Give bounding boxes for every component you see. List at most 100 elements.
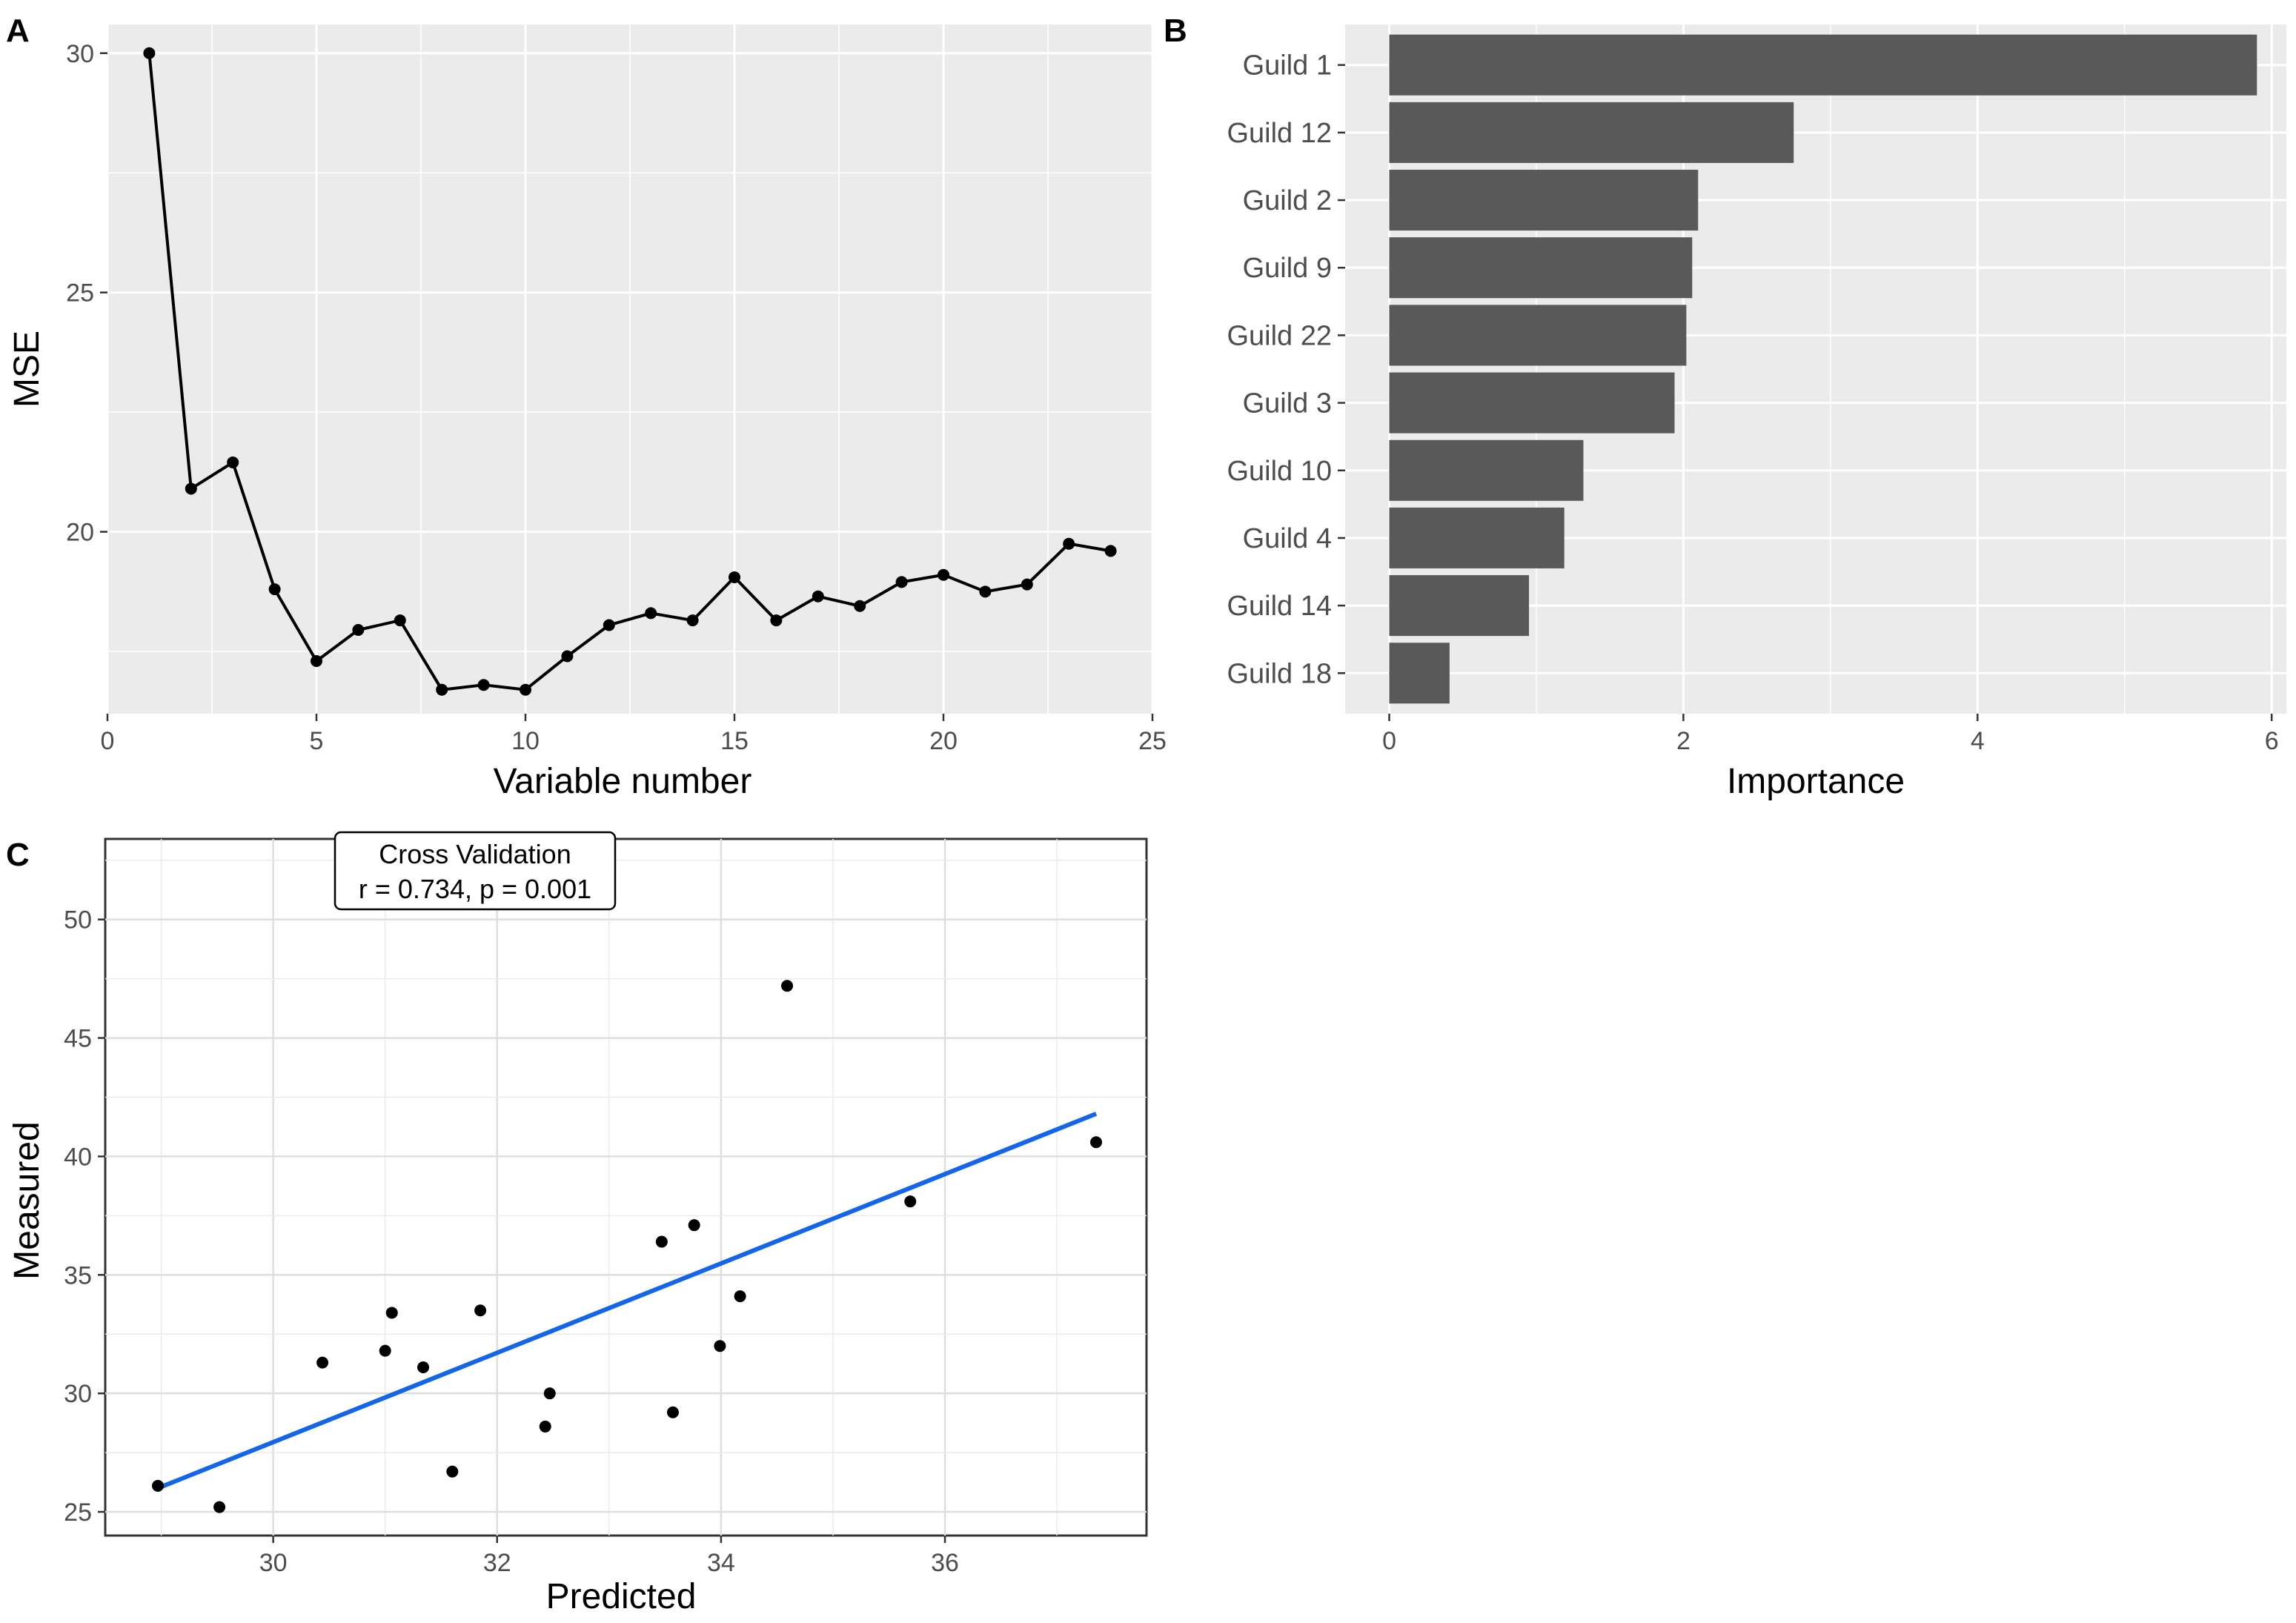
importance-bar xyxy=(1389,643,1450,704)
panel-letter-a: A xyxy=(6,13,30,49)
panel-b-category-label: Guild 22 xyxy=(1227,320,1332,351)
importance-bar xyxy=(1389,170,1699,231)
panel-b-category-label: Guild 12 xyxy=(1227,118,1332,149)
panel-a-xtick-label: 0 xyxy=(101,727,115,755)
panel-a-line-chart: 0 5 10 15 20 25 20 25 30 Variable number MSE xyxy=(7,24,1167,801)
panel-c-xlabel: Predicted xyxy=(546,1577,697,1616)
importance-bar xyxy=(1389,372,1675,434)
panel-a-ytick-label: 25 xyxy=(66,279,94,308)
panel-c-xtick-label: 36 xyxy=(931,1549,959,1577)
panel-c-ytick-label: 35 xyxy=(64,1261,92,1290)
scatter-point xyxy=(655,1235,668,1248)
importance-bar xyxy=(1389,237,1693,299)
panel-c-ytick-label: 30 xyxy=(64,1380,92,1408)
panel-a-xtick-label: 20 xyxy=(929,727,958,755)
panel-c-xtick-label: 32 xyxy=(483,1549,511,1577)
panel-b-bars xyxy=(1389,34,2257,704)
panel-letter-c: C xyxy=(6,837,30,873)
mse-line xyxy=(147,53,1111,691)
panel-c-xtick-label: 30 xyxy=(259,1549,288,1577)
mse-point xyxy=(895,576,908,588)
mse-point xyxy=(311,654,322,667)
panel-a-xtick-label: 15 xyxy=(720,727,749,755)
mse-point xyxy=(1021,578,1033,591)
scatter-point xyxy=(666,1406,679,1418)
mse-point xyxy=(268,583,281,596)
scatter-point xyxy=(474,1304,487,1317)
scatter-point xyxy=(781,980,794,992)
panel-a-xtick-label: 25 xyxy=(1138,727,1167,755)
mse-point xyxy=(1104,545,1117,557)
annotation-title: Cross Validation xyxy=(379,839,571,869)
panel-b-category-label: Guild 2 xyxy=(1243,185,1332,216)
panel-b-xtick-label: 0 xyxy=(1382,727,1396,755)
mse-point xyxy=(561,650,574,663)
panel-letter-b: B xyxy=(1164,13,1187,49)
scatter-point xyxy=(539,1420,551,1433)
scatter-point xyxy=(213,1501,226,1513)
mse-point xyxy=(603,619,615,631)
panel-c-ytick-label: 25 xyxy=(64,1498,92,1527)
mse-point xyxy=(143,47,156,59)
mse-point xyxy=(394,614,406,627)
panel-c-ylabel: Measured xyxy=(7,1121,47,1279)
annotation-stats: r = 0.734, p = 0.001 xyxy=(359,874,591,904)
scatter-point xyxy=(904,1195,917,1208)
importance-bar xyxy=(1389,439,1584,501)
panel-b-category-label: Guild 9 xyxy=(1243,253,1332,284)
panel-c-ticks: 30 32 34 36 25 30 35 40 45 50 xyxy=(64,906,959,1577)
panel-c-ytick-label: 45 xyxy=(64,1025,92,1053)
panel-c-ytick-label: 50 xyxy=(64,906,92,935)
mse-point xyxy=(520,683,531,696)
panel-b-category-label: Guild 14 xyxy=(1227,591,1332,622)
scatter-point xyxy=(417,1361,430,1373)
panel-b-category-label: Guild 10 xyxy=(1227,456,1332,487)
scatter-point xyxy=(446,1465,459,1478)
scatter-point xyxy=(1090,1136,1103,1149)
scatter-point xyxy=(714,1340,726,1352)
mse-point xyxy=(436,683,448,696)
mse-point xyxy=(352,623,365,636)
mse-point xyxy=(645,607,657,620)
panel-b-category-label: Guild 18 xyxy=(1227,658,1332,689)
panel-c-background xyxy=(104,837,1148,1537)
panel-c-ytick-label: 40 xyxy=(64,1143,92,1171)
mse-point xyxy=(770,614,783,627)
panel-b-xtick-label: 6 xyxy=(2265,727,2279,755)
panel-c-grid xyxy=(105,839,1147,1536)
panel-b-xlabel: Importance xyxy=(1727,762,1905,801)
mse-point xyxy=(477,679,490,691)
scatter-point xyxy=(543,1387,556,1400)
panel-a-grid xyxy=(106,24,1154,714)
mse-point xyxy=(1063,537,1075,550)
scatter-point xyxy=(316,1356,329,1369)
mse-point xyxy=(686,614,699,627)
panel-b-category-label: Guild 3 xyxy=(1243,388,1332,419)
mse-point xyxy=(979,585,992,598)
mse-point xyxy=(185,482,197,495)
panel-b-xtick-label: 4 xyxy=(1971,727,1985,755)
panel-b-ticks: 0 2 4 6 Guild 1 Guild 12 Guild 2 Guild 9 Guild 2… xyxy=(1227,50,2278,755)
annotation-box xyxy=(334,831,617,911)
scatter-point xyxy=(152,1479,165,1492)
importance-bar xyxy=(1389,575,1530,637)
scatter-point xyxy=(379,1344,391,1357)
panel-a-ytick-label: 20 xyxy=(66,519,94,547)
mse-point xyxy=(729,571,740,583)
mse-point xyxy=(227,456,239,468)
importance-bar xyxy=(1389,305,1687,366)
panel-a-ytick-label: 30 xyxy=(66,40,94,68)
importance-bar xyxy=(1389,34,2257,96)
mse-point xyxy=(854,600,866,612)
importance-bar xyxy=(1389,102,1794,163)
panel-c-annotation: Cross Validation r = 0.734, p = 0.001 xyxy=(334,831,617,911)
panel-a-ylabel: MSE xyxy=(7,331,47,408)
panel-b-category-label: Guild 1 xyxy=(1243,50,1332,82)
panel-c-series xyxy=(152,980,1103,1513)
importance-bar xyxy=(1389,507,1565,568)
panel-a-ticks: 0 5 10 15 20 25 20 25 30 xyxy=(66,40,1167,755)
panel-a-series xyxy=(143,47,1117,696)
panel-b-category-label: Guild 4 xyxy=(1243,523,1332,554)
scatter-point xyxy=(734,1290,746,1303)
